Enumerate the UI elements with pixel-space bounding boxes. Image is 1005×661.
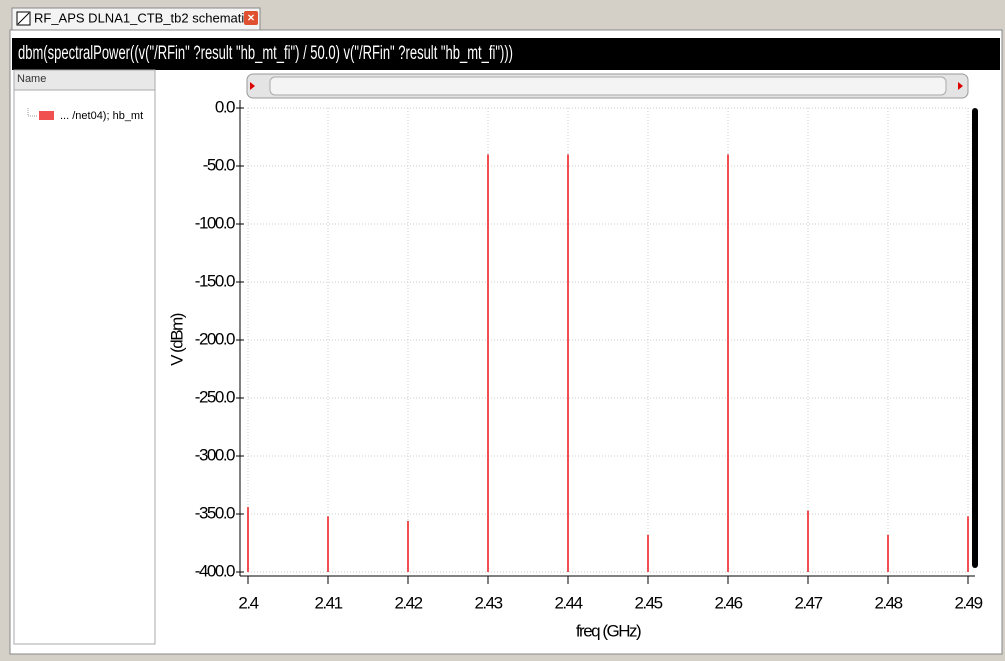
tab-close[interactable]: [244, 11, 258, 25]
y-tick-label: 0.0: [215, 97, 235, 116]
header-expression: dbm(spectralPower((v("/RFin" ?result "hb…: [18, 43, 513, 64]
tab-title: RF_APS DLNA1_CTB_tb2 schematic: [34, 10, 251, 25]
y-tick-label: -200.0: [195, 329, 235, 348]
legend-swatch[interactable]: [39, 111, 54, 120]
x-tick-label: 2.49: [954, 593, 982, 612]
x-tick-label: 2.4: [238, 593, 258, 612]
y-tick-label: -250.0: [195, 387, 235, 406]
scroll-right[interactable]: [958, 82, 963, 90]
y-tick-label: -50.0: [203, 155, 235, 174]
y-tick-label: -100.0: [195, 213, 235, 232]
x-tick-label: 2.47: [794, 593, 822, 612]
x-tick-label: 2.41: [314, 593, 342, 612]
x-tick-label: 2.45: [634, 593, 662, 612]
tab-close-icon: ×: [247, 11, 254, 25]
x-tick-label: 2.42: [394, 593, 422, 612]
legend-label[interactable]: ... /net04); hb_mt: [60, 110, 143, 122]
x-tick-label: 2.46: [714, 593, 742, 612]
y-tick-label: -150.0: [195, 271, 235, 290]
y-axis-label: V (dBm): [167, 313, 186, 366]
header-bar: [12, 38, 1000, 70]
y-tick-label: -300.0: [195, 445, 235, 464]
content: [9, 29, 1003, 655]
scroll-left[interactable]: [250, 82, 255, 90]
x-tick-label: 2.43: [474, 593, 502, 612]
x-axis-label: freq (GHz): [576, 621, 641, 640]
name-header: [13, 69, 156, 91]
name-panel: [13, 69, 156, 645]
tab-icon-line: [17, 12, 30, 25]
y-tick-label: -400.0: [195, 561, 235, 580]
y-tick-label: -350.0: [195, 503, 235, 522]
scroll-thumb[interactable]: [269, 76, 947, 96]
x-tick-label: 2.48: [874, 593, 902, 612]
vertical-bar: [972, 108, 978, 568]
x-tick-label: 2.44: [554, 593, 582, 612]
name-header-text: Name: [17, 73, 46, 85]
